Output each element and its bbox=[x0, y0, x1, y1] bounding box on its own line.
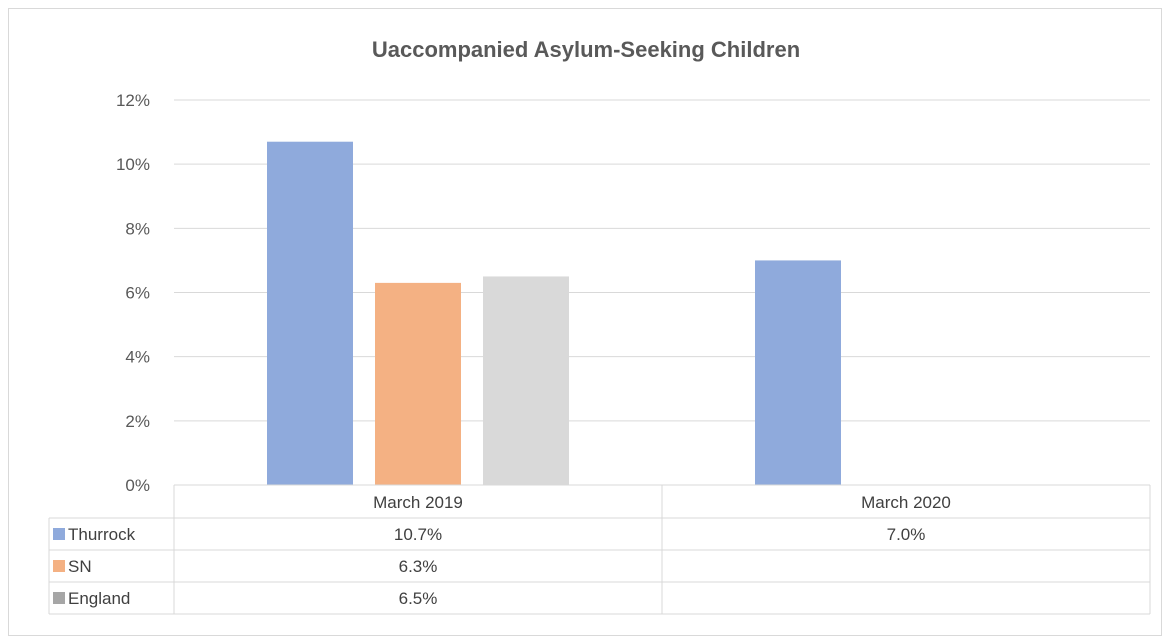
y-tick-label: 12% bbox=[116, 91, 150, 110]
x-category-label: March 2020 bbox=[861, 493, 951, 512]
data-label-thurrock-1: 7.0% bbox=[887, 525, 926, 544]
bar-sn-0 bbox=[375, 282, 461, 485]
bar-england-0 bbox=[483, 276, 569, 485]
legend-key-thurrock bbox=[53, 528, 65, 540]
y-tick-label: 10% bbox=[116, 155, 150, 174]
y-tick-label: 4% bbox=[125, 348, 150, 367]
y-tick-label: 8% bbox=[125, 219, 150, 238]
y-tick-label: 0% bbox=[125, 476, 150, 495]
chart-title: Uaccompanied Asylum-Seeking Children bbox=[372, 37, 800, 62]
legend-key-england bbox=[53, 592, 65, 604]
x-category-label: March 2019 bbox=[373, 493, 463, 512]
legend-label-thurrock: Thurrock bbox=[68, 525, 136, 544]
data-label-thurrock-0: 10.7% bbox=[394, 525, 442, 544]
data-label-sn-0: 6.3% bbox=[399, 557, 438, 576]
data-label-england-0: 6.5% bbox=[399, 589, 438, 608]
bar-thurrock-1 bbox=[755, 260, 841, 485]
y-tick-label: 2% bbox=[125, 412, 150, 431]
bar-thurrock-0 bbox=[267, 141, 353, 486]
legend-label-sn: SN bbox=[68, 557, 92, 576]
y-tick-label: 6% bbox=[125, 284, 150, 303]
legend-key-sn bbox=[53, 560, 65, 572]
chart-frame bbox=[8, 8, 1162, 636]
legend-label-england: England bbox=[68, 589, 130, 608]
